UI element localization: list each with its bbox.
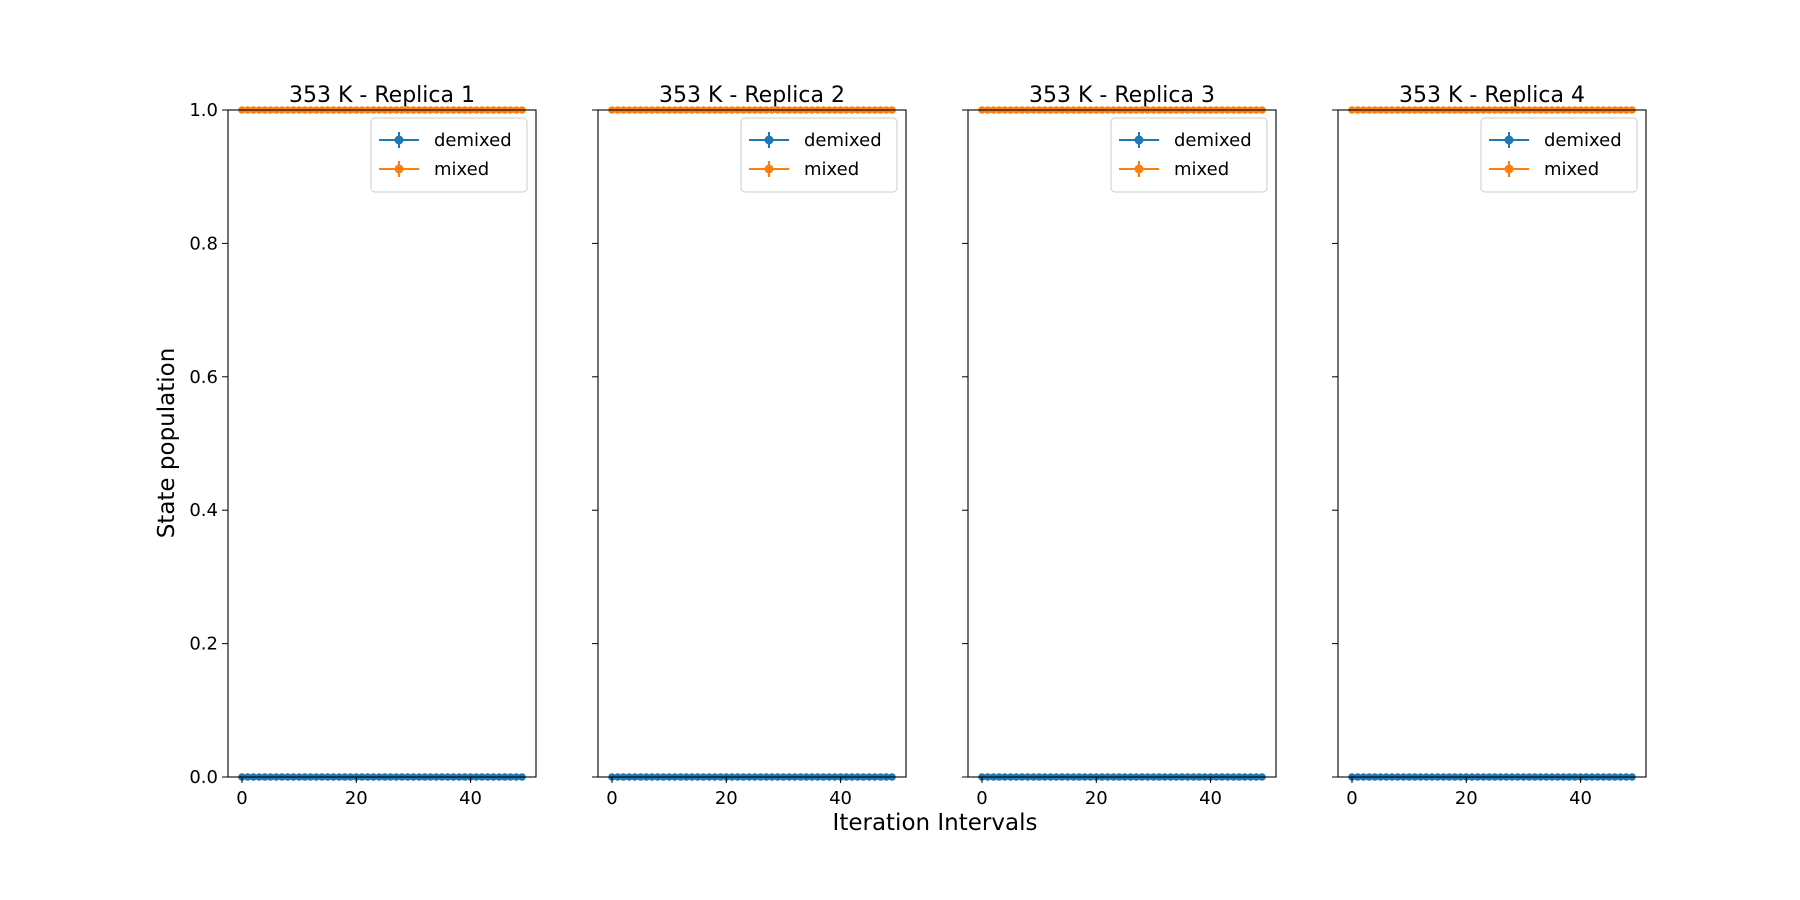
legend: demixed mixed	[740, 117, 898, 193]
x-tick-label: 20	[715, 788, 738, 809]
x-tick-label: 40	[459, 788, 482, 809]
legend-marker-mixed	[394, 164, 404, 174]
panel-2: 353 K - Replica 2 0 20 40 demixed mixed	[592, 83, 907, 809]
legend-box	[1110, 117, 1268, 193]
legend: demixed mixed	[370, 117, 528, 193]
legend-label-demixed: demixed	[1174, 130, 1252, 151]
panels: 353 K - Replica 1 0 20 40 0.0 0.2 0.4 0.6 0.8 1.0…	[189, 83, 1647, 809]
legend-box	[740, 117, 898, 193]
x-tick-label: 0	[236, 788, 247, 809]
legend-label-demixed: demixed	[1544, 130, 1622, 151]
legend-marker-mixed	[1504, 164, 1514, 174]
y-tick-label: 0.2	[189, 634, 218, 655]
legend-box	[1480, 117, 1638, 193]
legend-marker-mixed	[764, 164, 774, 174]
legend-marker-demixed	[764, 135, 774, 145]
legend-box	[370, 117, 528, 193]
legend-marker-demixed	[1134, 135, 1144, 145]
x-tick-label: 20	[1085, 788, 1108, 809]
x-tick-label: 0	[606, 788, 617, 809]
legend-label-mixed: mixed	[804, 159, 859, 180]
panel-title: 353 K - Replica 4	[1399, 83, 1585, 108]
legend-label-demixed: demixed	[434, 130, 512, 151]
legend-label-mixed: mixed	[434, 159, 489, 180]
panel-title: 353 K - Replica 1	[289, 83, 475, 108]
panel-title: 353 K - Replica 3	[1029, 83, 1215, 108]
x-tick-label: 40	[829, 788, 852, 809]
y-tick-label: 0.4	[189, 500, 218, 521]
plot-frame	[967, 109, 1277, 778]
x-tick-label: 20	[345, 788, 368, 809]
legend: demixed mixed	[1480, 117, 1638, 193]
x-axis-label: Iteration Intervals	[833, 810, 1038, 836]
x-tick-label: 0	[1346, 788, 1357, 809]
legend-marker-mixed	[1134, 164, 1144, 174]
legend-label-mixed: mixed	[1544, 159, 1599, 180]
x-tick-label: 20	[1455, 788, 1478, 809]
y-tick-label: 1.0	[189, 100, 218, 121]
y-axis-label: State population	[154, 348, 180, 539]
x-tick-label: 40	[1199, 788, 1222, 809]
panel-1: 353 K - Replica 1 0 20 40 0.0 0.2 0.4 0.6 0.8 1.0…	[189, 83, 537, 809]
plot-frame	[1337, 109, 1647, 778]
y-tick-label: 0.0	[189, 767, 218, 788]
panel-4: 353 K - Replica 4 0 20 40 demixed mixed	[1332, 83, 1647, 809]
plot-frame	[597, 109, 907, 778]
legend: demixed mixed	[1110, 117, 1268, 193]
x-tick-label: 0	[976, 788, 987, 809]
legend-label-demixed: demixed	[804, 130, 882, 151]
legend-marker-demixed	[394, 135, 404, 145]
legend-marker-demixed	[1504, 135, 1514, 145]
y-tick-label: 0.8	[189, 233, 218, 254]
legend-label-mixed: mixed	[1174, 159, 1229, 180]
y-tick-label: 0.6	[189, 367, 218, 388]
panel-3: 353 K - Replica 3 0 20 40 demixed mixed	[962, 83, 1277, 809]
x-tick-label: 40	[1569, 788, 1592, 809]
panel-title: 353 K - Replica 2	[659, 83, 845, 108]
plot-frame	[227, 109, 537, 778]
